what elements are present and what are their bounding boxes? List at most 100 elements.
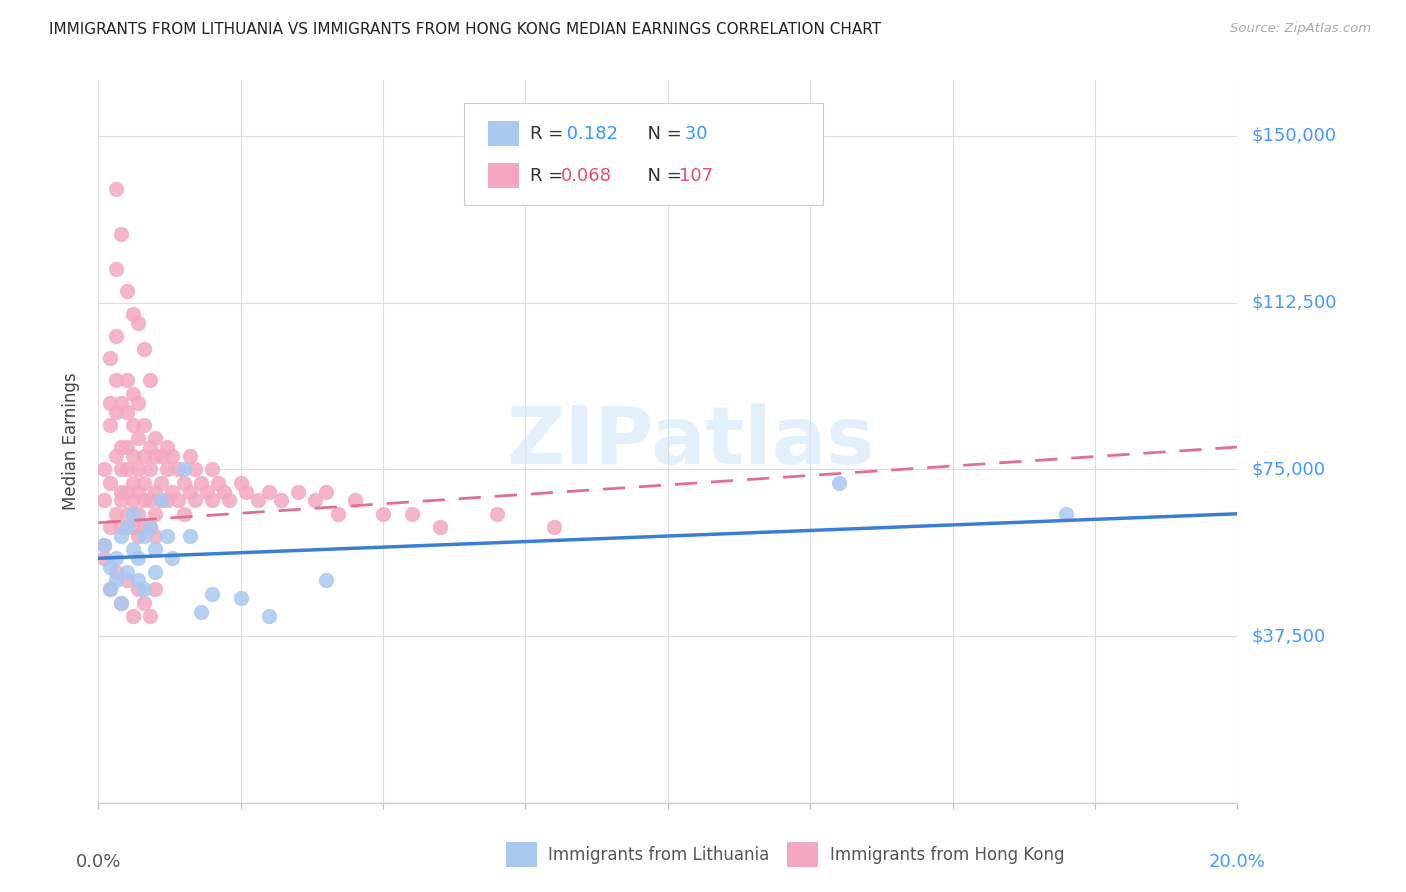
Point xyxy=(179,484,201,499)
Point xyxy=(115,373,138,387)
Point xyxy=(229,475,252,490)
Point xyxy=(218,493,240,508)
Point xyxy=(127,574,149,588)
Point xyxy=(127,507,149,521)
Text: 20.0%: 20.0% xyxy=(1209,854,1265,871)
Point xyxy=(98,582,121,597)
Point xyxy=(1056,507,1078,521)
Point xyxy=(121,386,143,401)
Point xyxy=(162,551,184,566)
Point xyxy=(179,529,201,543)
Point xyxy=(104,449,127,463)
Point xyxy=(246,493,269,508)
Point xyxy=(201,493,224,508)
Point xyxy=(104,373,127,387)
Point xyxy=(145,484,167,499)
Point xyxy=(184,493,207,508)
Point xyxy=(429,520,451,534)
Point xyxy=(229,591,252,606)
Text: $75,000: $75,000 xyxy=(1251,460,1326,478)
Point xyxy=(121,520,143,534)
Point xyxy=(127,551,149,566)
Point xyxy=(132,343,155,357)
Point xyxy=(138,373,160,387)
Text: Immigrants from Lithuania: Immigrants from Lithuania xyxy=(548,846,769,863)
Point xyxy=(373,507,395,521)
Point xyxy=(190,475,212,490)
Point xyxy=(173,462,195,476)
Point xyxy=(121,609,143,624)
Point xyxy=(212,484,235,499)
Text: 0.182: 0.182 xyxy=(561,125,619,143)
Point xyxy=(138,462,160,476)
Point xyxy=(104,404,127,418)
Point xyxy=(132,520,155,534)
Point xyxy=(190,605,212,619)
Point xyxy=(121,417,143,432)
Point xyxy=(138,493,160,508)
Point xyxy=(162,449,184,463)
Y-axis label: Median Earnings: Median Earnings xyxy=(62,373,80,510)
Point xyxy=(195,484,218,499)
Point xyxy=(115,574,138,588)
Point xyxy=(201,587,224,601)
Text: 0.068: 0.068 xyxy=(561,167,612,185)
Point xyxy=(486,507,509,521)
Point xyxy=(104,262,127,277)
Point xyxy=(401,507,423,521)
Point xyxy=(150,493,173,508)
Point xyxy=(828,475,851,490)
Point xyxy=(543,520,565,534)
Point xyxy=(104,329,127,343)
Point xyxy=(156,440,179,454)
Point xyxy=(104,565,127,579)
Point xyxy=(138,520,160,534)
Text: ZIPatlas: ZIPatlas xyxy=(506,402,875,481)
Text: Immigrants from Hong Kong: Immigrants from Hong Kong xyxy=(830,846,1064,863)
Point xyxy=(104,507,127,521)
Point xyxy=(132,529,155,543)
Point xyxy=(145,582,167,597)
Point xyxy=(93,551,115,566)
Point xyxy=(326,507,349,521)
Point xyxy=(110,596,132,610)
Point xyxy=(145,431,167,445)
Point xyxy=(150,475,173,490)
Point xyxy=(115,484,138,499)
Point xyxy=(145,449,167,463)
Point xyxy=(167,493,190,508)
Point xyxy=(104,182,127,196)
Point xyxy=(127,316,149,330)
Point xyxy=(145,507,167,521)
Point xyxy=(235,484,257,499)
Point xyxy=(145,529,167,543)
Point xyxy=(93,493,115,508)
Point xyxy=(145,565,167,579)
Point xyxy=(259,609,281,624)
Point xyxy=(127,484,149,499)
Point xyxy=(150,493,173,508)
Point xyxy=(173,507,195,521)
Text: N =: N = xyxy=(636,125,688,143)
Point xyxy=(127,395,149,409)
Point xyxy=(132,449,155,463)
Point xyxy=(98,351,121,366)
Point xyxy=(132,475,155,490)
Point xyxy=(173,475,195,490)
Point xyxy=(98,417,121,432)
Point xyxy=(115,440,138,454)
Point xyxy=(132,417,155,432)
Point xyxy=(156,462,179,476)
Point xyxy=(115,507,138,521)
Point xyxy=(150,449,173,463)
Point xyxy=(184,462,207,476)
Point xyxy=(156,493,179,508)
Point xyxy=(127,529,149,543)
Point xyxy=(121,507,143,521)
Point xyxy=(110,462,132,476)
Point xyxy=(207,475,229,490)
Point xyxy=(304,493,326,508)
Point xyxy=(115,285,138,299)
Point xyxy=(270,493,292,508)
Point xyxy=(115,565,138,579)
